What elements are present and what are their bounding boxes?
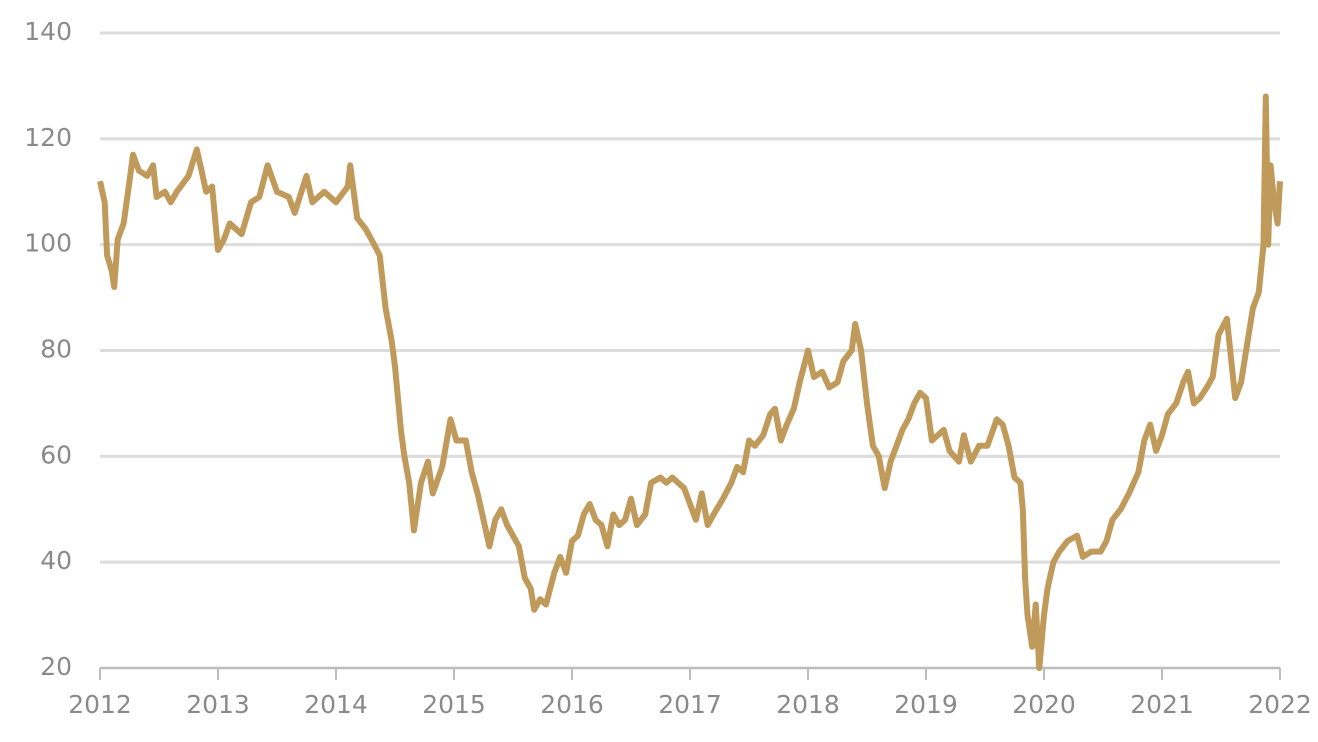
x-tick-label: 2017 <box>658 690 722 719</box>
x-tick-label: 2012 <box>68 690 132 719</box>
y-tick-label: 80 <box>40 335 72 364</box>
x-tick-label: 2022 <box>1248 690 1312 719</box>
y-tick-label: 60 <box>40 440 72 469</box>
x-tick-label: 2021 <box>1130 690 1194 719</box>
y-tick-label: 120 <box>24 123 72 152</box>
y-tick-label: 140 <box>24 17 72 46</box>
x-tick-label: 2020 <box>1012 690 1076 719</box>
y-tick-label: 20 <box>40 652 72 681</box>
x-tick-label: 2015 <box>422 690 486 719</box>
x-tick-label: 2014 <box>304 690 368 719</box>
x-tick-label: 2019 <box>894 690 958 719</box>
x-tick-label: 2016 <box>540 690 604 719</box>
x-tick-label: 2018 <box>776 690 840 719</box>
y-tick-label: 40 <box>40 546 72 575</box>
y-tick-label: 100 <box>24 229 72 258</box>
data-line <box>97 93 1283 671</box>
x-tick-label: 2013 <box>186 690 250 719</box>
